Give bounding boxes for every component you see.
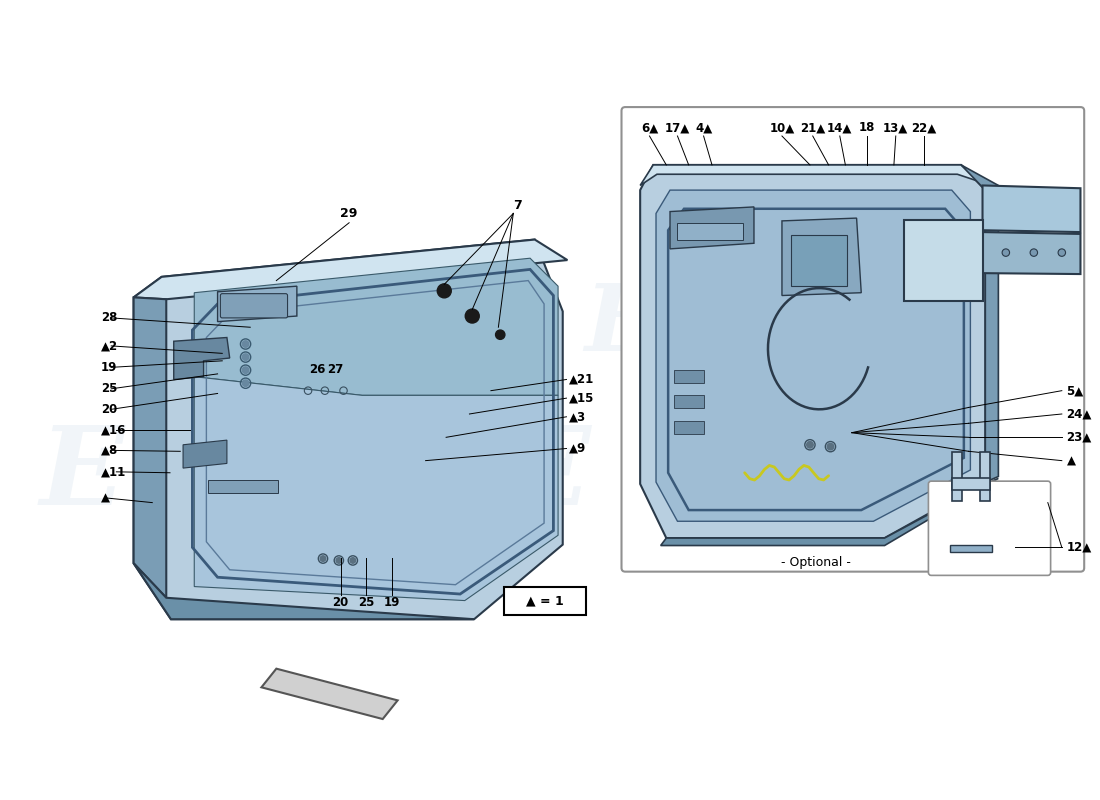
Polygon shape xyxy=(133,298,166,598)
Circle shape xyxy=(242,380,249,386)
Circle shape xyxy=(337,558,342,563)
Circle shape xyxy=(496,330,505,339)
Circle shape xyxy=(1002,249,1010,256)
Circle shape xyxy=(806,442,813,448)
Circle shape xyxy=(350,558,355,563)
Polygon shape xyxy=(133,563,474,619)
Text: 5▲: 5▲ xyxy=(1067,384,1084,397)
Text: ▲2: ▲2 xyxy=(101,339,118,352)
Polygon shape xyxy=(183,440,227,468)
Circle shape xyxy=(320,556,326,562)
Text: 25: 25 xyxy=(358,596,374,609)
Text: ▲16: ▲16 xyxy=(101,423,127,436)
Polygon shape xyxy=(961,165,999,482)
Bar xyxy=(678,222,743,239)
Polygon shape xyxy=(195,258,558,395)
Text: a passion for parts: a passion for parts xyxy=(686,369,933,469)
Polygon shape xyxy=(174,338,230,379)
Text: 20: 20 xyxy=(101,403,118,416)
Bar xyxy=(208,480,278,494)
Text: 14▲: 14▲ xyxy=(827,121,853,134)
Text: 17▲: 17▲ xyxy=(664,121,690,134)
Circle shape xyxy=(242,341,249,347)
FancyBboxPatch shape xyxy=(928,481,1050,575)
Text: 19: 19 xyxy=(384,596,400,609)
Bar xyxy=(673,421,704,434)
Text: 22▲: 22▲ xyxy=(911,121,936,134)
Text: ▲ = 1: ▲ = 1 xyxy=(526,594,564,607)
Text: 18: 18 xyxy=(859,121,874,134)
Bar xyxy=(791,235,847,286)
Text: 25: 25 xyxy=(101,382,118,395)
Polygon shape xyxy=(262,669,397,719)
Polygon shape xyxy=(982,186,1080,232)
Polygon shape xyxy=(133,239,563,619)
Polygon shape xyxy=(670,207,754,249)
FancyBboxPatch shape xyxy=(504,586,586,614)
Text: 7: 7 xyxy=(513,199,521,213)
Text: 28: 28 xyxy=(101,311,118,325)
Text: ▲21: ▲21 xyxy=(570,373,594,386)
Bar xyxy=(673,370,704,383)
Text: 29: 29 xyxy=(340,207,358,220)
Text: 26: 26 xyxy=(309,362,326,376)
Polygon shape xyxy=(656,190,970,522)
FancyBboxPatch shape xyxy=(904,220,982,301)
Text: ▲: ▲ xyxy=(101,491,110,505)
Polygon shape xyxy=(640,165,986,186)
Text: ▲3: ▲3 xyxy=(570,410,586,423)
Text: ▲15: ▲15 xyxy=(570,392,595,405)
Circle shape xyxy=(1058,249,1066,256)
Bar xyxy=(950,545,992,552)
Text: ▲9: ▲9 xyxy=(570,442,586,455)
Text: ▲11: ▲11 xyxy=(101,466,127,478)
Circle shape xyxy=(242,367,249,374)
Polygon shape xyxy=(640,165,986,538)
Circle shape xyxy=(242,354,249,360)
Text: a passion for parts: a passion for parts xyxy=(172,500,460,618)
Bar xyxy=(980,452,990,501)
Text: ▲8: ▲8 xyxy=(101,444,118,457)
Text: 27: 27 xyxy=(327,362,343,376)
Circle shape xyxy=(465,309,480,323)
Text: 13▲: 13▲ xyxy=(883,121,909,134)
Text: 6▲: 6▲ xyxy=(641,121,658,134)
FancyBboxPatch shape xyxy=(621,107,1085,572)
Bar xyxy=(673,395,704,408)
Text: 24▲: 24▲ xyxy=(1067,407,1092,421)
Polygon shape xyxy=(782,218,861,295)
Bar xyxy=(952,452,962,501)
Text: 20: 20 xyxy=(332,596,349,609)
Polygon shape xyxy=(982,232,1080,274)
Text: 4▲: 4▲ xyxy=(695,121,712,134)
Polygon shape xyxy=(218,286,297,322)
Bar xyxy=(952,478,990,490)
Text: - Optional -: - Optional - xyxy=(781,556,850,569)
Circle shape xyxy=(827,443,834,450)
Text: EURODE: EURODE xyxy=(584,280,1054,370)
Polygon shape xyxy=(133,239,568,299)
Text: 19: 19 xyxy=(101,361,118,374)
Text: EURODE: EURODE xyxy=(40,421,592,528)
Text: 12▲: 12▲ xyxy=(1067,541,1091,554)
Text: ▲: ▲ xyxy=(1067,454,1076,467)
Text: 21▲: 21▲ xyxy=(800,121,825,134)
Text: 10▲: 10▲ xyxy=(769,121,794,134)
Polygon shape xyxy=(661,478,999,546)
Polygon shape xyxy=(195,377,558,601)
Circle shape xyxy=(438,284,451,298)
Circle shape xyxy=(1030,249,1037,256)
FancyBboxPatch shape xyxy=(220,294,287,318)
Text: 23▲: 23▲ xyxy=(1067,431,1091,444)
